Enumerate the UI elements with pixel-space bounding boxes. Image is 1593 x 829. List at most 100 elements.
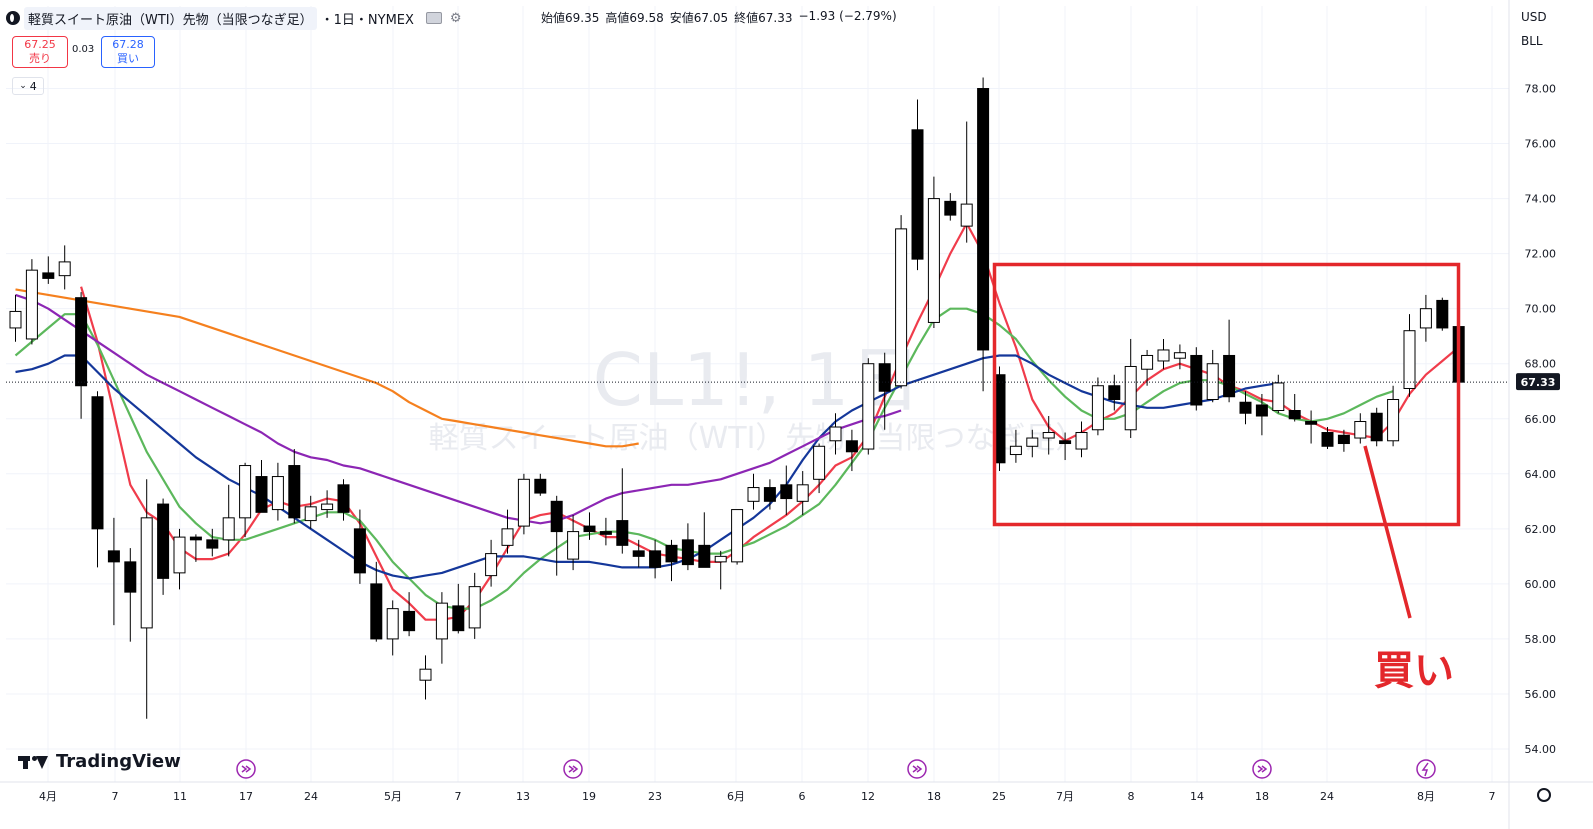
ohlc-close: 終値67.33	[734, 11, 793, 25]
candle	[1206, 349, 1219, 403]
sell-button[interactable]: 67.25 売り	[12, 36, 68, 68]
watermark-name: 軽質スイート原油（WTI）先物（当限つなぎ足）	[429, 421, 1086, 456]
candle	[1173, 344, 1186, 370]
candle	[714, 550, 727, 590]
candle	[419, 655, 432, 700]
candle	[1108, 374, 1121, 411]
candle-body-up	[747, 487, 760, 502]
lightning-bolt	[1421, 762, 1429, 777]
x-tick-label: 18	[1255, 790, 1269, 803]
candle-body-down	[107, 550, 120, 563]
unit-selector[interactable]: BLL	[1521, 34, 1543, 48]
x-tick-label: 8月	[1417, 790, 1435, 803]
candle-body-up	[1419, 308, 1432, 329]
symbol-title[interactable]: 軽質スイート原油（WTI）先物（当限つなぎ足）	[24, 6, 317, 30]
x-tick-label: 7	[112, 790, 119, 803]
candle-body-down	[911, 129, 924, 260]
candle-body-down	[157, 503, 170, 579]
chart-settings-icon[interactable]	[1537, 788, 1551, 802]
buy-price: 67.28	[112, 38, 144, 51]
x-tick-label: 14	[1190, 790, 1204, 803]
y-tick-label: 68.00	[1525, 358, 1557, 371]
candle-body-down	[42, 272, 55, 279]
candle-body-up	[1042, 432, 1055, 439]
candle-body-up	[222, 517, 235, 541]
y-tick-label: 58.00	[1525, 633, 1557, 646]
candle	[927, 176, 940, 328]
candle-body-up	[501, 528, 514, 546]
candle-body-up	[1206, 363, 1219, 400]
x-tick-label: 7月	[1056, 790, 1074, 803]
candle-body-down	[780, 484, 793, 500]
chevron-down-icon: ⌄	[19, 81, 27, 91]
candle-body-up	[173, 536, 186, 574]
candle-body-down	[583, 525, 596, 533]
candle	[222, 484, 235, 557]
candle-body-up	[386, 608, 399, 640]
x-tick-label: 25	[992, 790, 1006, 803]
candle-body-up	[567, 531, 580, 560]
candle-body-up	[435, 602, 448, 640]
x-tick-label: 13	[516, 790, 530, 803]
lightning-circle	[1416, 759, 1436, 779]
y-tick-label: 72.00	[1525, 248, 1557, 261]
y-tick-label: 70.00	[1525, 303, 1557, 316]
candle	[1436, 297, 1449, 331]
candle	[878, 352, 891, 430]
candle	[91, 391, 104, 568]
tradingview-logo[interactable]: TradingView	[18, 751, 181, 772]
candle-body-down	[189, 536, 202, 541]
candle	[485, 539, 498, 587]
candle	[550, 495, 563, 576]
candle-body-down	[665, 544, 678, 563]
buy-annotation-text: 買い	[1374, 648, 1454, 694]
grid	[6, 6, 1509, 782]
hide-eye-icon[interactable]	[425, 12, 442, 24]
candle	[1403, 314, 1416, 397]
price-change: −1.93 (−2.79%)	[798, 9, 897, 23]
candle-body-up	[1075, 432, 1088, 450]
candle	[780, 465, 793, 516]
candle-body-down	[255, 476, 268, 513]
sell-price: 67.25	[24, 38, 56, 51]
buy-button[interactable]: 67.28 買い	[101, 36, 155, 68]
tradingview-mark-icon	[18, 753, 48, 771]
event-marker-icon	[1252, 759, 1272, 779]
y-tick-label: 56.00	[1525, 688, 1557, 701]
candle-body-up	[140, 517, 153, 629]
candle	[895, 215, 908, 389]
x-tick-label: 11	[173, 790, 187, 803]
candle	[75, 292, 88, 419]
event-marker-icon	[563, 759, 583, 779]
indicators-toggle[interactable]: ⌄ 4	[12, 77, 44, 95]
candle-body-down	[977, 88, 990, 351]
candle	[239, 462, 252, 538]
candle	[944, 193, 957, 221]
moving-average-line	[15, 293, 902, 525]
candle	[353, 509, 366, 584]
candle	[1288, 393, 1301, 422]
candle-body-down	[1108, 385, 1121, 400]
candle-body-down	[1239, 401, 1252, 414]
candle-body-up	[1026, 437, 1039, 447]
candle-body-down	[288, 465, 301, 519]
candle	[1419, 294, 1432, 342]
candle	[403, 592, 416, 637]
candle	[1124, 338, 1137, 439]
candle	[42, 256, 55, 284]
candle	[1141, 349, 1154, 386]
settings-gear-icon[interactable]: ⚙	[449, 10, 462, 26]
candle	[9, 294, 22, 342]
event-marker-icon	[236, 759, 256, 779]
candle	[370, 561, 383, 642]
candle	[681, 523, 694, 571]
candle	[731, 509, 744, 565]
x-tick-label: 6	[799, 790, 806, 803]
currency-selector[interactable]: USD	[1521, 10, 1547, 24]
candle-body-up	[271, 476, 284, 511]
candle	[206, 528, 219, 557]
y-tick-label: 62.00	[1525, 523, 1557, 536]
candle	[616, 468, 629, 554]
y-tick-label: 78.00	[1525, 83, 1557, 96]
